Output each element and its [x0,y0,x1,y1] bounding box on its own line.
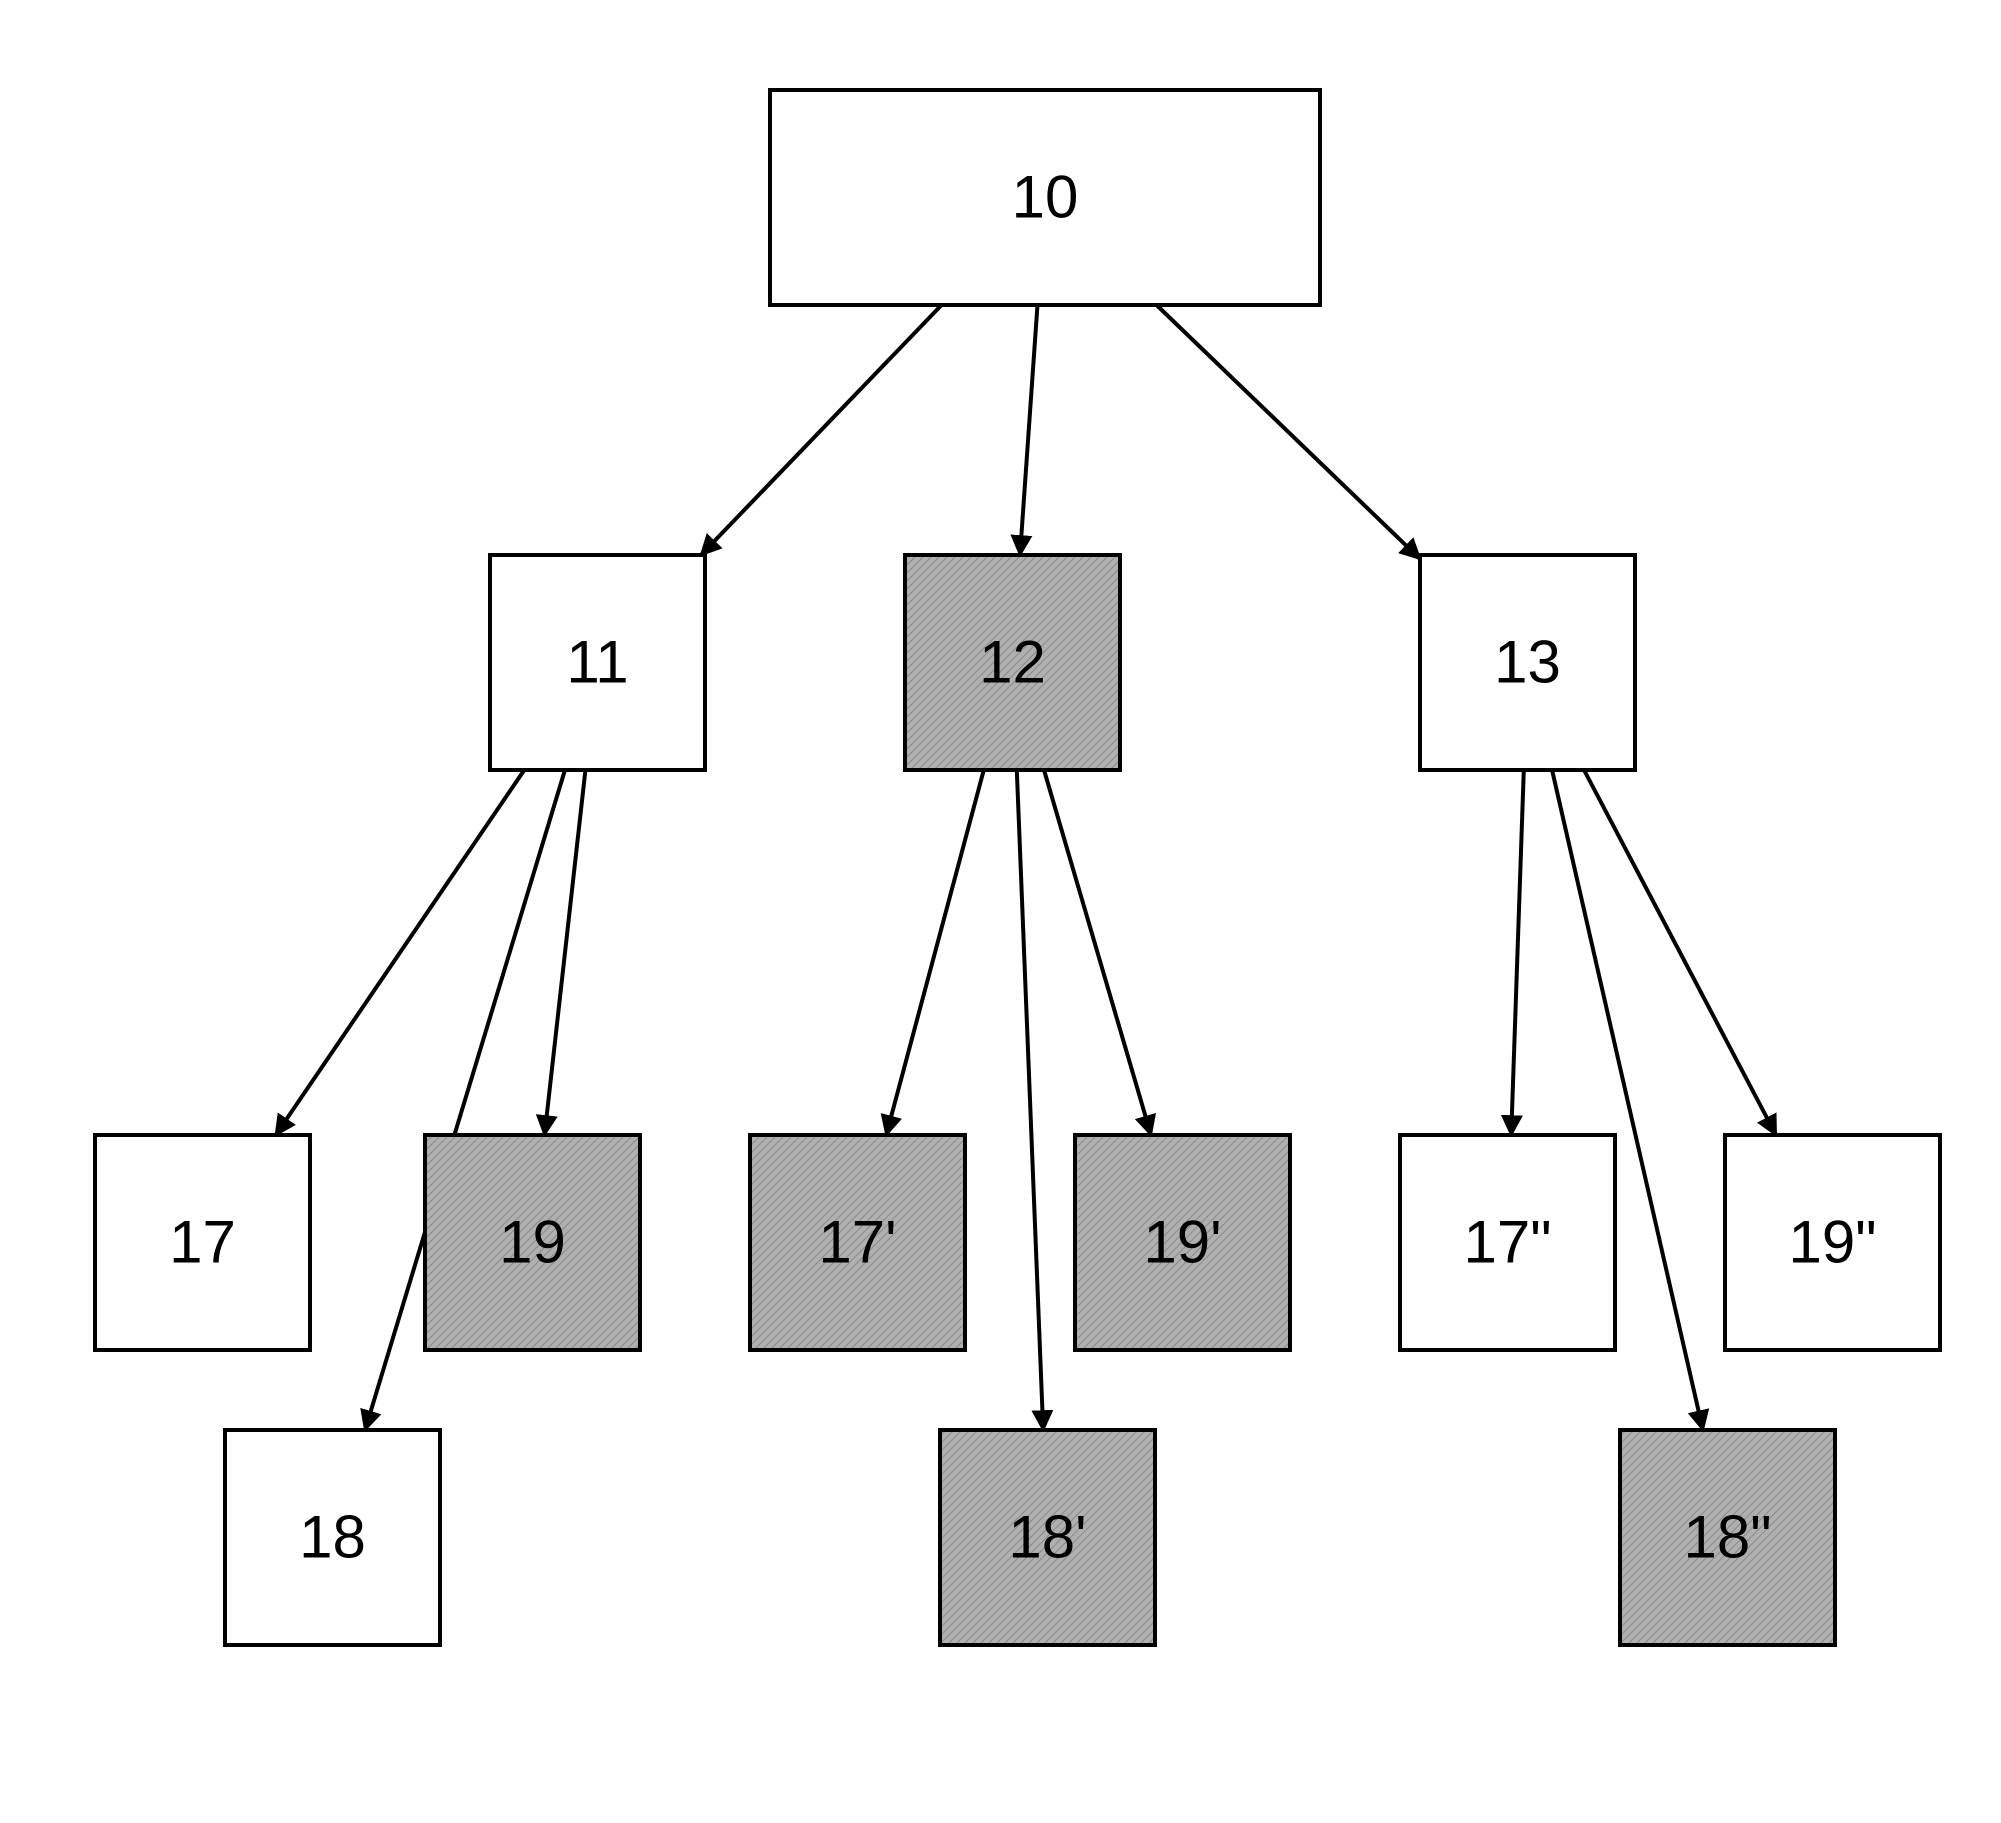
tree-diagram: 10 11 12 13 17 19 17' 19' 17" 19" 18 18' 18" [0,0,2001,1823]
edge [886,770,984,1135]
tree-node: 19 [425,1135,640,1350]
tree-node: 11 [490,555,705,770]
node-label: 19" [1788,1208,1876,1275]
edge [1584,770,1776,1135]
node-label: 18' [1008,1503,1086,1570]
edge [1511,770,1524,1135]
tree-node: 10 [770,90,1320,305]
tree-node: 19" [1725,1135,1940,1350]
edge [1020,305,1037,555]
tree-node: 17" [1400,1135,1615,1350]
node-label: 19' [1143,1208,1221,1275]
node-label: 13 [1494,628,1561,695]
node-label: 17' [818,1208,896,1275]
tree-node: 18" [1620,1430,1835,1645]
tree-node: 12 [905,555,1120,770]
node-label: 10 [1012,163,1079,230]
node-label: 11 [566,628,628,695]
edge [1157,305,1420,559]
node-label: 18 [299,1503,366,1570]
tree-node: 17' [750,1135,965,1350]
node-label: 17" [1463,1208,1551,1275]
edge [545,770,586,1135]
edge [1017,770,1043,1430]
tree-node: 13 [1420,555,1635,770]
node-label: 18" [1683,1503,1771,1570]
tree-node: 18 [225,1430,440,1645]
tree-node: 17 [95,1135,310,1350]
edge [1044,770,1151,1135]
node-label: 12 [979,628,1046,695]
tree-node: 19' [1075,1135,1290,1350]
tree-node: 18' [940,1430,1155,1645]
edge [701,305,942,555]
node-label: 19 [499,1208,566,1275]
edge [276,770,525,1135]
node-label: 17 [169,1208,236,1275]
